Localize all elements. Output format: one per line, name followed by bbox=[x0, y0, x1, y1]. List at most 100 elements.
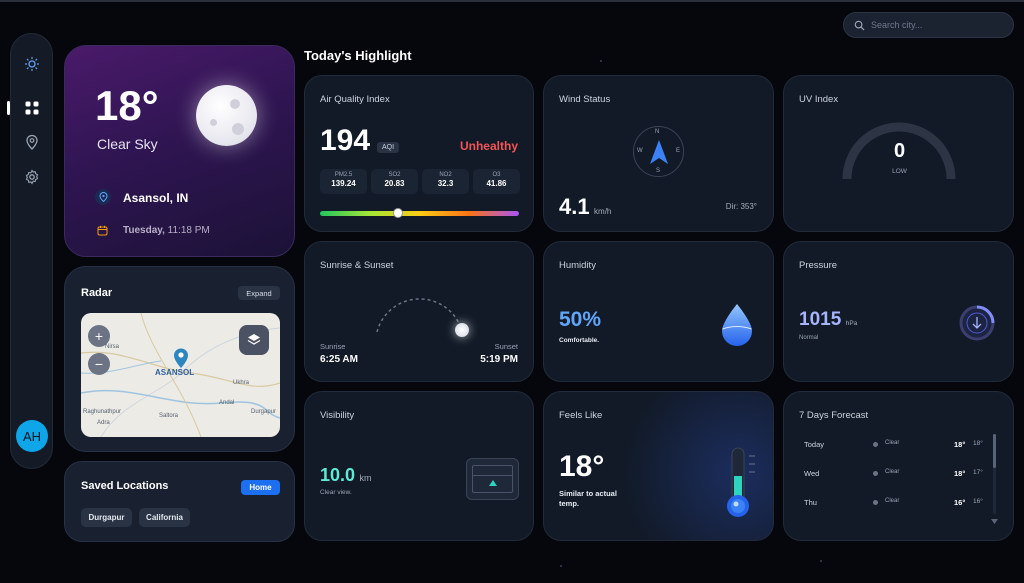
pressure-unit: hPa bbox=[845, 320, 858, 327]
uv-level: LOW bbox=[892, 168, 907, 175]
aqi-scale-bar bbox=[320, 208, 519, 218]
visibility-title: Visibility bbox=[320, 410, 355, 421]
compass-e: E bbox=[675, 148, 680, 154]
forecast-low: 18° bbox=[973, 440, 983, 447]
forecast-title: 7 Days Forecast bbox=[799, 410, 869, 421]
current-temperature: 18° bbox=[95, 82, 159, 129]
pollutant-name: PM2.5 bbox=[334, 172, 353, 178]
aqi-status: Unhealthy bbox=[459, 139, 518, 153]
sunset-label: Sunset bbox=[494, 342, 518, 351]
search-bar[interactable] bbox=[843, 12, 1014, 38]
forecast-low: 16° bbox=[973, 498, 983, 505]
forecast-high: 16° bbox=[954, 498, 966, 507]
layers-button[interactable] bbox=[239, 325, 269, 355]
sun-path-arc bbox=[376, 298, 462, 333]
compass: N E S W bbox=[633, 126, 684, 177]
zoom-out-button[interactable]: − bbox=[88, 353, 110, 375]
scroll-down-icon[interactable] bbox=[991, 519, 998, 524]
star-decoration bbox=[600, 60, 602, 62]
visibility-screen-icon bbox=[466, 458, 519, 500]
location-marker-icon bbox=[174, 348, 188, 368]
saved-location-chip[interactable]: Durgapur bbox=[81, 508, 132, 527]
location-pin-icon bbox=[95, 189, 111, 205]
map-place-label: Raghunathpur bbox=[83, 409, 122, 415]
uv-card: UV Index 0 LOW bbox=[783, 75, 1014, 232]
map-place-label: Durgapur bbox=[251, 409, 277, 415]
sun-icon[interactable] bbox=[23, 55, 41, 73]
forecast-condition-icon bbox=[873, 471, 878, 476]
feels-like-value: 18° bbox=[559, 450, 605, 483]
compass-n: N bbox=[655, 129, 660, 135]
aqi-card: Air Quality Index 194 AQI Unhealthy PM2.… bbox=[304, 75, 534, 232]
map-pin-icon[interactable] bbox=[23, 133, 41, 151]
wind-unit: km/h bbox=[594, 207, 612, 216]
forecast-day: Wed bbox=[804, 469, 820, 478]
current-condition: Clear Sky bbox=[97, 136, 158, 152]
compass-w: W bbox=[637, 148, 643, 154]
section-title: Today's Highlight bbox=[304, 48, 412, 63]
star-decoration bbox=[560, 565, 562, 567]
pollutant-pm25: PM2.5 139.24 bbox=[320, 169, 367, 194]
pollutant-value: 20.83 bbox=[384, 179, 405, 188]
current-date: Tuesday, 11:18 PM bbox=[123, 225, 210, 236]
feels-like-title: Feels Like bbox=[559, 410, 603, 421]
aqi-unit-badge: AQI bbox=[377, 142, 399, 153]
humidity-note: Comfortable. bbox=[559, 337, 600, 344]
scrollbar-thumb[interactable] bbox=[993, 434, 996, 468]
uv-title: UV Index bbox=[799, 94, 839, 105]
dashboard-grid-icon[interactable] bbox=[23, 99, 41, 117]
zoom-in-button[interactable]: + bbox=[88, 325, 110, 347]
expand-button[interactable]: Expand bbox=[238, 286, 280, 300]
forecast-day: Thu bbox=[804, 498, 817, 507]
forecast-row[interactable]: Today Clear 18° 18° bbox=[804, 438, 984, 454]
feels-like-note: Similar to actual temp. bbox=[559, 489, 617, 509]
wind-speed: 4.1 km/h bbox=[559, 194, 611, 220]
visibility-value: 10.0 bbox=[320, 465, 356, 485]
pollutant-name: SO2 bbox=[388, 172, 401, 178]
forecast-row[interactable]: Wed Clear 18° 17° bbox=[804, 467, 984, 483]
feels-like-card: Feels Like 18° Similar to actual temp. bbox=[543, 391, 774, 541]
humidity-title: Humidity bbox=[559, 260, 596, 271]
forecast-condition: Clear bbox=[885, 469, 900, 475]
saved-location-chip[interactable]: California bbox=[139, 508, 190, 527]
pressure-card: Pressure 1015 hPa Normal bbox=[783, 241, 1014, 382]
forecast-condition-icon bbox=[873, 500, 878, 505]
gear-icon[interactable] bbox=[23, 168, 41, 186]
active-indicator bbox=[7, 101, 10, 115]
radar-map[interactable]: + − ASANSOL Nirsa Ukhra Andal Raghunathp… bbox=[81, 313, 280, 437]
aqi-title: Air Quality Index bbox=[320, 94, 390, 105]
layers-icon bbox=[247, 334, 261, 345]
star-decoration bbox=[820, 560, 822, 562]
visibility-unit: km bbox=[359, 473, 372, 483]
search-icon bbox=[854, 20, 865, 31]
user-avatar[interactable]: AH bbox=[16, 420, 48, 452]
forecast-card: 7 Days Forecast Today Clear 18° 18° Wed … bbox=[783, 391, 1014, 541]
home-button[interactable]: Home bbox=[241, 480, 280, 495]
visibility-note: Clear view. bbox=[320, 489, 352, 496]
wind-direction: Dir: 353° bbox=[725, 202, 757, 211]
map-city-label: ASANSOL bbox=[155, 368, 195, 377]
radar-title: Radar bbox=[81, 287, 113, 299]
forecast-high: 18° bbox=[954, 440, 966, 449]
current-location: Asansol, IN bbox=[123, 191, 189, 205]
radar-card: Radar Expand + − ASANSOL Nirsa Ukhra And… bbox=[64, 266, 295, 452]
saved-locations-card: Saved Locations Home Durgapur California bbox=[64, 461, 295, 542]
sunset-time: 5:19 PM bbox=[480, 354, 518, 365]
forecast-row[interactable]: Thu Clear 16° 16° bbox=[804, 496, 984, 512]
sidebar: AH bbox=[7, 33, 53, 469]
forecast-low: 17° bbox=[973, 469, 983, 476]
search-input[interactable] bbox=[871, 20, 1011, 30]
feels-like-note-line: Similar to actual bbox=[559, 489, 617, 498]
aqi-value: 194 bbox=[320, 124, 371, 157]
water-drop-icon bbox=[722, 304, 752, 346]
pollutant-value: 41.86 bbox=[486, 179, 507, 188]
sunrise-label: Sunrise bbox=[320, 342, 346, 351]
sun-card: Sunrise & Sunset Sunrise 6:25 AM Sunset … bbox=[304, 241, 534, 382]
forecast-scrollbar[interactable] bbox=[993, 434, 996, 514]
pollutant-name: NO2 bbox=[439, 172, 452, 178]
uv-value: 0 bbox=[893, 140, 906, 162]
thermometer-icon bbox=[727, 447, 755, 517]
sun-position-dot bbox=[455, 323, 469, 337]
pressure-reading: 1015 hPa bbox=[799, 309, 857, 331]
compass-s: S bbox=[656, 168, 661, 174]
